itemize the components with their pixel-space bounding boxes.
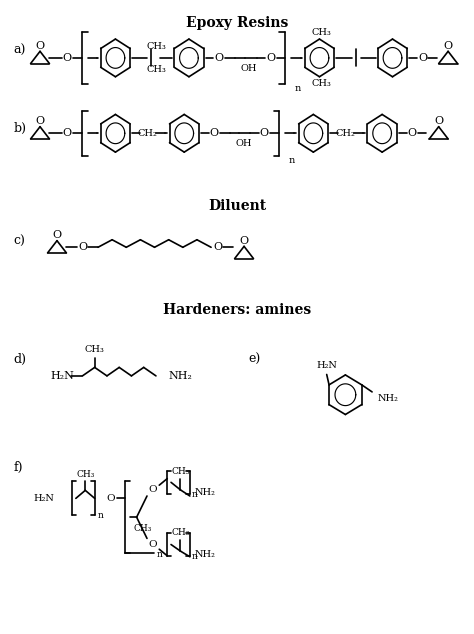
Text: O: O xyxy=(434,116,443,126)
Text: Hardeners: amines: Hardeners: amines xyxy=(163,303,311,317)
Text: O: O xyxy=(210,128,219,138)
Text: CH₃: CH₃ xyxy=(85,346,105,354)
Text: n: n xyxy=(191,490,198,499)
Text: O: O xyxy=(53,230,62,240)
Text: H₂N: H₂N xyxy=(316,361,337,370)
Text: NH₂: NH₂ xyxy=(194,550,215,559)
Text: O: O xyxy=(260,128,269,138)
Text: n: n xyxy=(98,511,103,521)
Text: O: O xyxy=(36,41,45,51)
Text: Diluent: Diluent xyxy=(208,199,266,213)
Text: O: O xyxy=(63,128,72,138)
Text: O: O xyxy=(444,41,453,51)
Text: CH₃: CH₃ xyxy=(312,79,332,88)
Text: Epoxy Resins: Epoxy Resins xyxy=(186,16,288,30)
Text: n: n xyxy=(191,552,198,561)
Text: CH₃: CH₃ xyxy=(171,467,190,476)
Text: CH₂: CH₂ xyxy=(137,129,157,138)
Text: O: O xyxy=(149,486,157,495)
Text: O: O xyxy=(215,53,224,63)
Text: f): f) xyxy=(13,462,23,474)
Text: H₂N: H₂N xyxy=(51,371,75,381)
Text: H₂N: H₂N xyxy=(33,494,54,503)
Text: O: O xyxy=(239,236,249,246)
Text: n: n xyxy=(157,550,163,559)
Text: d): d) xyxy=(13,353,26,366)
Text: n: n xyxy=(289,156,295,165)
Text: OH: OH xyxy=(240,64,257,73)
Text: O: O xyxy=(408,128,417,138)
Text: O: O xyxy=(418,53,427,63)
Text: e): e) xyxy=(249,353,261,366)
Text: NH₂: NH₂ xyxy=(194,488,215,497)
Text: CH₃: CH₃ xyxy=(171,527,190,537)
Text: O: O xyxy=(213,242,222,252)
Text: a): a) xyxy=(13,44,26,57)
Text: NH₂: NH₂ xyxy=(169,371,192,381)
Text: O: O xyxy=(63,53,72,63)
Text: CH₂: CH₂ xyxy=(336,129,355,138)
Text: CH₃: CH₃ xyxy=(147,65,167,74)
Text: b): b) xyxy=(13,122,26,135)
Text: O: O xyxy=(149,540,157,549)
Text: O: O xyxy=(106,494,115,503)
Text: CH₃: CH₃ xyxy=(312,27,332,37)
Text: O: O xyxy=(36,116,45,126)
Text: CH₃: CH₃ xyxy=(147,42,167,51)
Text: n: n xyxy=(294,84,301,93)
Text: OH: OH xyxy=(236,139,252,148)
Text: NH₂: NH₂ xyxy=(377,394,398,403)
Text: CH₃: CH₃ xyxy=(133,524,152,533)
Text: c): c) xyxy=(13,235,25,248)
Text: O: O xyxy=(78,242,87,252)
Text: O: O xyxy=(266,53,275,63)
Text: CH₃: CH₃ xyxy=(76,470,94,479)
